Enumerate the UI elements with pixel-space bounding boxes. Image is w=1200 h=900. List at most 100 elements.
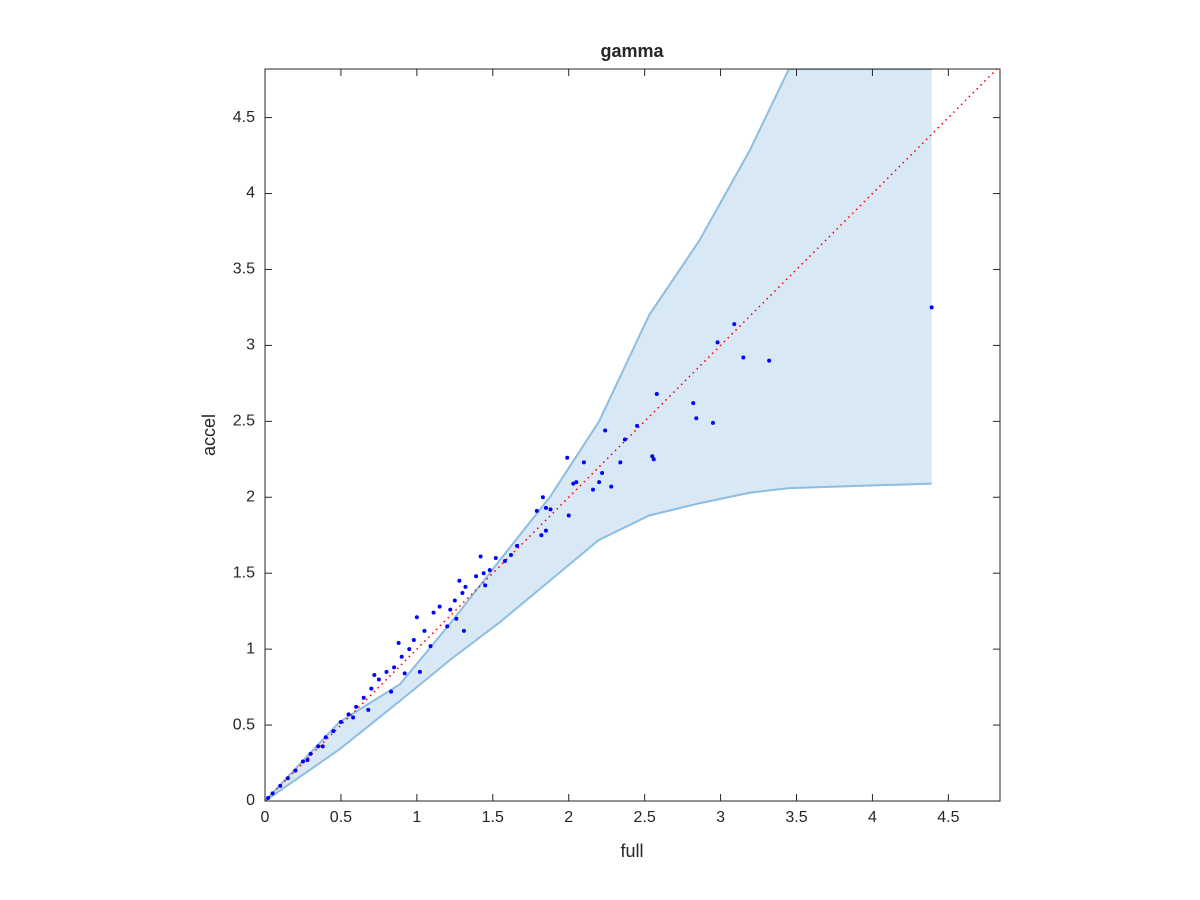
data-point bbox=[487, 568, 492, 573]
data-point bbox=[331, 729, 336, 734]
data-point bbox=[478, 554, 483, 559]
data-point bbox=[600, 470, 605, 475]
data-point bbox=[461, 628, 466, 633]
data-point bbox=[414, 615, 419, 620]
data-point bbox=[278, 783, 283, 788]
data-point bbox=[417, 669, 422, 674]
data-point bbox=[366, 707, 371, 712]
data-point bbox=[338, 720, 343, 725]
plot-area bbox=[265, 69, 999, 801]
data-point bbox=[715, 340, 720, 345]
data-point bbox=[767, 358, 772, 363]
data-point bbox=[509, 552, 514, 557]
data-point bbox=[581, 460, 586, 465]
data-point bbox=[452, 598, 457, 603]
y-tick-label: 3.5 bbox=[233, 261, 255, 278]
data-point bbox=[300, 759, 305, 764]
data-point bbox=[543, 528, 548, 533]
data-point bbox=[591, 487, 596, 492]
data-point bbox=[454, 616, 459, 621]
data-point bbox=[597, 480, 602, 485]
x-tick-label: 1.5 bbox=[482, 809, 504, 826]
data-point bbox=[571, 481, 576, 486]
x-tick-label: 3.5 bbox=[785, 809, 807, 826]
data-point bbox=[437, 604, 442, 609]
x-tick-label: 4 bbox=[868, 809, 877, 826]
x-tick-label: 0.5 bbox=[330, 809, 352, 826]
data-point bbox=[566, 513, 571, 518]
data-point bbox=[493, 556, 498, 561]
data-point bbox=[463, 584, 468, 589]
x-axis-label: full bbox=[620, 841, 643, 861]
data-point bbox=[372, 672, 377, 677]
data-point bbox=[448, 607, 453, 612]
y-tick-label: 0.5 bbox=[233, 716, 255, 733]
data-point bbox=[481, 571, 486, 576]
data-point bbox=[354, 704, 359, 709]
data-point bbox=[457, 578, 462, 583]
data-point bbox=[351, 715, 356, 720]
data-point bbox=[396, 641, 401, 646]
data-point bbox=[320, 744, 325, 749]
data-point bbox=[323, 735, 328, 740]
data-point bbox=[548, 507, 553, 512]
x-tick-label: 0 bbox=[261, 809, 270, 826]
data-point bbox=[540, 495, 545, 500]
data-point bbox=[361, 695, 366, 700]
band-lower-edge bbox=[265, 482, 932, 801]
y-tick-label: 1.5 bbox=[233, 564, 255, 581]
data-point bbox=[305, 757, 310, 762]
confidence-band bbox=[265, 69, 932, 801]
data-point bbox=[431, 610, 436, 615]
data-point bbox=[741, 355, 746, 360]
data-point bbox=[474, 574, 479, 579]
data-point bbox=[369, 686, 374, 691]
data-point bbox=[389, 689, 394, 694]
chart-title: gamma bbox=[600, 41, 664, 61]
data-point bbox=[622, 437, 627, 442]
y-tick-label: 3 bbox=[246, 337, 255, 354]
data-point bbox=[694, 416, 699, 421]
data-point bbox=[346, 712, 351, 717]
x-tick-label: 4.5 bbox=[937, 809, 959, 826]
y-axis-label: accel bbox=[199, 414, 219, 456]
data-point bbox=[392, 665, 397, 670]
data-point bbox=[515, 543, 520, 548]
y-tick-label: 2 bbox=[246, 488, 255, 505]
data-point bbox=[710, 420, 715, 425]
data-point bbox=[650, 454, 655, 459]
x-tick-label: 3 bbox=[716, 809, 725, 826]
data-point bbox=[285, 776, 290, 781]
data-point bbox=[316, 744, 321, 749]
data-point bbox=[609, 484, 614, 489]
data-point bbox=[407, 647, 412, 652]
data-point bbox=[539, 533, 544, 538]
data-point bbox=[428, 644, 433, 649]
data-point bbox=[635, 423, 640, 428]
data-point bbox=[651, 457, 656, 462]
data-point bbox=[411, 638, 416, 643]
axes-box bbox=[264, 68, 1001, 802]
data-point bbox=[534, 508, 539, 513]
data-point bbox=[402, 671, 407, 676]
y-tick-label: 4.5 bbox=[233, 109, 255, 126]
y-tick-label: 0 bbox=[246, 792, 255, 809]
data-point bbox=[574, 480, 579, 485]
x-tick-label: 1 bbox=[412, 809, 421, 826]
data-point bbox=[929, 305, 934, 310]
y-tick-label: 2.5 bbox=[233, 413, 255, 430]
data-point bbox=[502, 559, 507, 564]
data-point bbox=[270, 791, 275, 796]
data-point bbox=[460, 590, 465, 595]
data-point bbox=[384, 669, 389, 674]
x-tick-label: 2 bbox=[564, 809, 573, 826]
data-point bbox=[399, 654, 404, 659]
data-point bbox=[732, 322, 737, 327]
data-point bbox=[691, 401, 696, 406]
y-tick-label: 1 bbox=[246, 640, 255, 657]
data-point bbox=[266, 795, 271, 800]
data-point bbox=[603, 428, 608, 433]
data-point bbox=[543, 505, 548, 510]
